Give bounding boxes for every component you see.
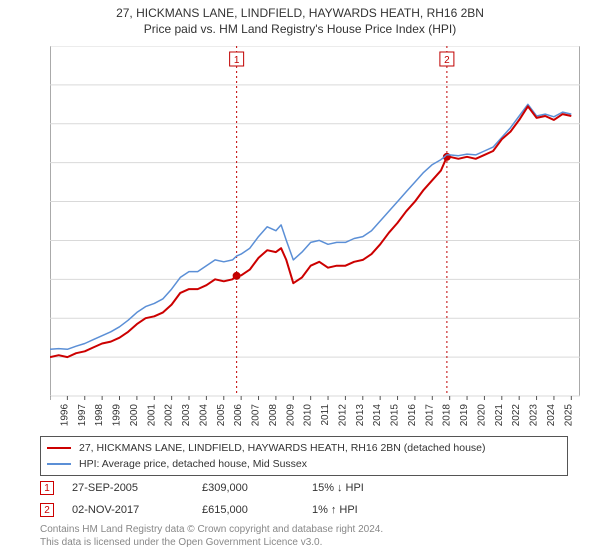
svg-text:2018: 2018 (442, 404, 453, 427)
tx-row-1: 1 27-SEP-2005 £309,000 15% ↓ HPI (40, 478, 402, 498)
chart-area: £0£100K£200K£300K£400K£500K£600K£700K£80… (50, 46, 580, 396)
tx-date-2: 02-NOV-2017 (72, 504, 202, 516)
tx-delta-1: 15% ↓ HPI (312, 482, 402, 494)
svg-text:2007: 2007 (251, 404, 262, 427)
svg-text:2021: 2021 (494, 404, 505, 427)
svg-text:2002: 2002 (164, 404, 175, 427)
svg-text:2020: 2020 (476, 404, 487, 427)
svg-text:2017: 2017 (424, 404, 435, 427)
tx-date-1: 27-SEP-2005 (72, 482, 202, 494)
up-arrow-icon: ↑ (331, 504, 337, 516)
svg-text:2001: 2001 (146, 404, 157, 427)
legend: 27, HICKMANS LANE, LINDFIELD, HAYWARDS H… (40, 436, 568, 476)
svg-text:2015: 2015 (390, 404, 401, 427)
svg-text:1998: 1998 (94, 404, 105, 427)
svg-text:2019: 2019 (459, 404, 470, 427)
tx-price-2: £615,000 (202, 504, 312, 516)
svg-text:2024: 2024 (546, 404, 557, 427)
svg-text:1997: 1997 (77, 404, 88, 427)
svg-text:2013: 2013 (355, 404, 366, 427)
svg-text:2005: 2005 (216, 404, 227, 427)
title-block: 27, HICKMANS LANE, LINDFIELD, HAYWARDS H… (0, 0, 600, 36)
legend-label-hpi: HPI: Average price, detached house, Mid … (79, 458, 307, 470)
chart-svg: £0£100K£200K£300K£400K£500K£600K£700K£80… (50, 46, 580, 436)
legend-label-subject: 27, HICKMANS LANE, LINDFIELD, HAYWARDS H… (79, 442, 486, 454)
legend-swatch-hpi (47, 463, 71, 465)
svg-text:2025: 2025 (563, 404, 574, 427)
svg-text:2010: 2010 (303, 404, 314, 427)
transactions-table: 1 27-SEP-2005 £309,000 15% ↓ HPI 2 02-NO… (40, 478, 402, 522)
svg-text:2016: 2016 (407, 404, 418, 427)
tx-delta-2: 1% ↑ HPI (312, 504, 402, 516)
down-arrow-icon: ↓ (337, 482, 343, 494)
svg-text:2008: 2008 (268, 404, 279, 427)
svg-text:2023: 2023 (529, 404, 540, 427)
chart-container: 27, HICKMANS LANE, LINDFIELD, HAYWARDS H… (0, 0, 600, 560)
footer-line1: Contains HM Land Registry data © Crown c… (40, 524, 383, 537)
svg-text:2000: 2000 (129, 404, 140, 427)
tx-marker-2: 2 (40, 503, 54, 517)
title-line2: Price paid vs. HM Land Registry's House … (0, 22, 600, 36)
legend-row-hpi: HPI: Average price, detached house, Mid … (47, 456, 561, 472)
footer: Contains HM Land Registry data © Crown c… (40, 524, 383, 549)
svg-text:2012: 2012 (337, 404, 348, 427)
svg-text:1999: 1999 (112, 404, 123, 427)
svg-text:2009: 2009 (285, 404, 296, 427)
title-line1: 27, HICKMANS LANE, LINDFIELD, HAYWARDS H… (0, 6, 600, 20)
legend-swatch-subject (47, 447, 71, 449)
tx-row-2: 2 02-NOV-2017 £615,000 1% ↑ HPI (40, 500, 402, 520)
svg-text:2011: 2011 (320, 404, 331, 426)
svg-text:1: 1 (234, 55, 240, 66)
svg-text:2: 2 (444, 55, 450, 66)
svg-text:2014: 2014 (372, 404, 383, 427)
footer-line2: This data is licensed under the Open Gov… (40, 537, 383, 550)
svg-text:2006: 2006 (233, 404, 244, 427)
legend-row-subject: 27, HICKMANS LANE, LINDFIELD, HAYWARDS H… (47, 440, 561, 456)
svg-text:2003: 2003 (181, 404, 192, 427)
svg-text:2004: 2004 (198, 404, 209, 427)
tx-price-1: £309,000 (202, 482, 312, 494)
tx-marker-1: 1 (40, 481, 54, 495)
svg-text:1996: 1996 (59, 404, 70, 427)
svg-text:2022: 2022 (511, 404, 522, 427)
svg-text:1995: 1995 (50, 404, 53, 427)
